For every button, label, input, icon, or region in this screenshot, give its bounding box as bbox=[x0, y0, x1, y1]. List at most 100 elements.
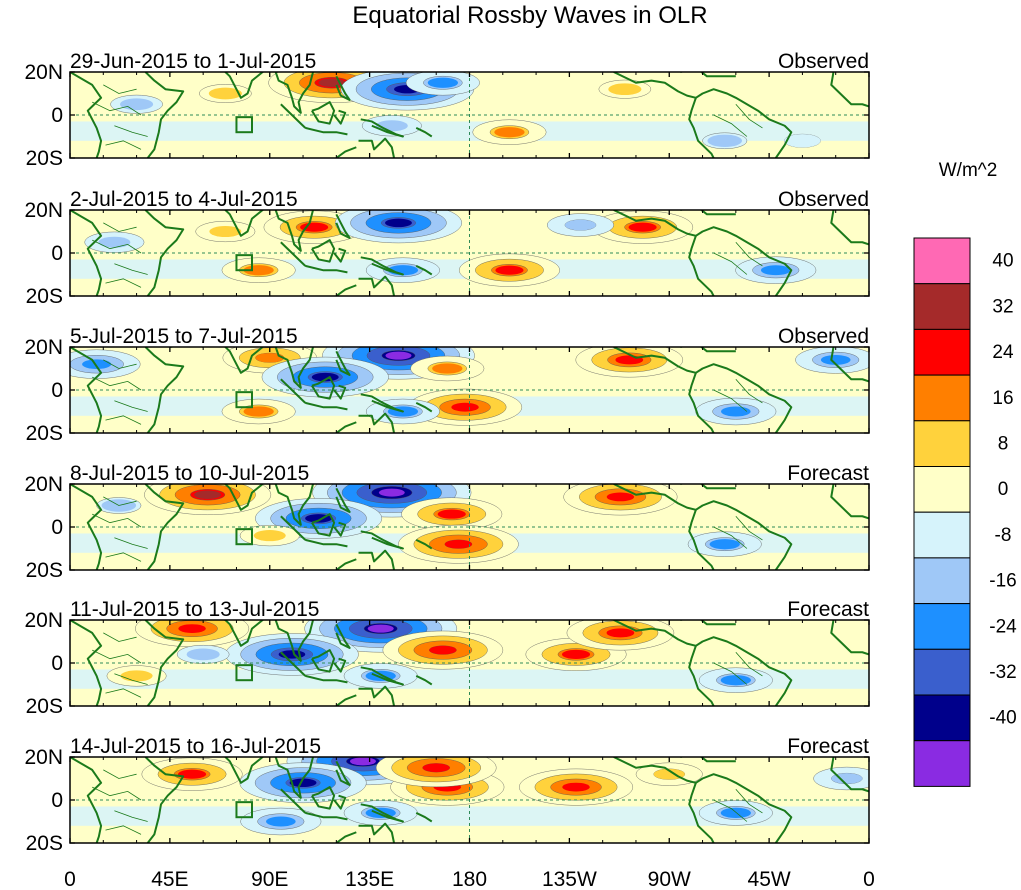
anomaly-contour bbox=[239, 762, 367, 804]
anomaly-contour bbox=[382, 630, 504, 670]
anomaly-contour bbox=[698, 667, 773, 693]
map-panel: 20N 0 20S 29-Jun-2015 to 1-Jul-2015 Observed bbox=[24, 50, 870, 170]
panel-status: Observed bbox=[778, 188, 869, 211]
colorbar-swatch bbox=[913, 466, 971, 513]
coastlines bbox=[70, 620, 869, 706]
anomaly-contour bbox=[239, 525, 300, 547]
x-tick-label: 90E bbox=[251, 868, 288, 890]
y-tick-label: 20N bbox=[24, 746, 63, 769]
y-tick-label: 20N bbox=[24, 609, 63, 632]
panel-period: 11-Jul-2015 to 13-Jul-2015 bbox=[70, 598, 319, 621]
panel-status: Forecast bbox=[787, 598, 869, 621]
anomaly-contour bbox=[261, 356, 389, 398]
colorbar-swatch bbox=[913, 511, 971, 559]
panel-status: Observed bbox=[778, 50, 869, 73]
y-tick-label: 20N bbox=[24, 336, 63, 359]
y-tick-label: 20N bbox=[24, 473, 63, 496]
region-box bbox=[235, 801, 253, 819]
colorbar-tick-label: -40 bbox=[989, 708, 1016, 729]
panel-status: Forecast bbox=[787, 735, 869, 758]
weak-negative-band bbox=[70, 121, 869, 141]
anomaly-contour bbox=[546, 213, 614, 237]
anomaly-contour bbox=[695, 397, 777, 426]
anomaly-contour bbox=[519, 768, 634, 806]
colorbar-tick-label: 40 bbox=[992, 251, 1013, 272]
anomaly-field bbox=[70, 72, 869, 149]
panel-period: 8-Jul-2015 to 10-Jul-2015 bbox=[70, 462, 309, 485]
anomaly-contour bbox=[408, 388, 523, 426]
x-tick-label: 0 bbox=[863, 868, 875, 890]
anomaly-contour bbox=[398, 524, 519, 564]
anomaly-field bbox=[70, 757, 869, 836]
coastlines bbox=[70, 347, 869, 433]
map-panel: 20N 0 20S 5-Jul-2015 to 7-Jul-2015 Observed bbox=[24, 325, 870, 445]
region-box bbox=[235, 391, 253, 409]
region-box bbox=[235, 664, 253, 682]
region-box bbox=[235, 254, 253, 272]
anomaly-contour bbox=[410, 355, 485, 382]
y-tick-label: 0 bbox=[51, 652, 63, 675]
colorbar-tick-label: 16 bbox=[992, 388, 1013, 409]
anomaly-contour bbox=[575, 347, 684, 378]
panels: 20N 0 20S 29-Jun-2015 to 1-Jul-2015 Observed… bbox=[24, 50, 870, 855]
anomaly-contour bbox=[459, 253, 560, 287]
anomaly-contour bbox=[813, 766, 869, 791]
panel-period: 14-Jul-2015 to 16-Jul-2015 bbox=[70, 735, 321, 758]
colorbar-tick-label: -8 bbox=[995, 525, 1012, 546]
anomaly-contour bbox=[70, 349, 141, 379]
coastlines bbox=[70, 757, 869, 843]
colorbar-swatch bbox=[913, 603, 971, 650]
colorbar-tick-label: -32 bbox=[989, 662, 1016, 683]
y-tick-label: 0 bbox=[51, 379, 63, 402]
anomaly-contour bbox=[361, 115, 422, 137]
x-axis: 0 45E 90E 135E 180 135W 90W 45W 0 bbox=[64, 868, 875, 890]
anomaly-contour bbox=[240, 807, 322, 836]
y-tick-label: 20S bbox=[26, 285, 63, 308]
colorbar-swatch bbox=[913, 557, 971, 605]
coastlines bbox=[70, 72, 869, 158]
y-tick-label: 20S bbox=[26, 832, 63, 855]
anomaly-contour bbox=[195, 220, 256, 243]
anomaly-contour bbox=[335, 210, 462, 244]
y-tick-label: 20S bbox=[26, 695, 63, 718]
anomaly-contour bbox=[472, 119, 547, 145]
colorbar-swatch bbox=[913, 237, 971, 285]
coastlines bbox=[70, 210, 869, 296]
anomaly-contour bbox=[221, 257, 296, 283]
y-tick-label: 20S bbox=[26, 422, 63, 445]
anomaly-contour bbox=[199, 84, 252, 103]
anomaly-contour bbox=[702, 132, 748, 149]
x-tick-label: 0 bbox=[64, 868, 76, 890]
panel-period: 5-Jul-2015 to 7-Jul-2015 bbox=[70, 325, 298, 348]
map-panel: 20N 0 20S 14-Jul-2015 to 16-Jul-2015 Forecas… bbox=[24, 735, 870, 855]
y-tick-label: 0 bbox=[51, 104, 63, 127]
colorbar-swatch bbox=[913, 374, 971, 422]
anomaly-contour bbox=[221, 398, 296, 425]
anomaly-contour bbox=[405, 72, 480, 96]
anomaly-field bbox=[70, 210, 869, 287]
y-tick-label: 0 bbox=[51, 516, 63, 539]
region-box bbox=[235, 116, 253, 134]
anomaly-contour bbox=[343, 663, 418, 689]
anomaly-contour bbox=[375, 757, 497, 788]
x-tick-label: 90W bbox=[648, 868, 691, 890]
anomaly-contour bbox=[176, 645, 230, 664]
y-tick-label: 20N bbox=[24, 199, 63, 222]
colorbar-tick-label: 32 bbox=[992, 296, 1013, 317]
x-tick-label: 135W bbox=[542, 868, 597, 890]
anomaly-contour bbox=[784, 133, 821, 148]
colorbar-tick-label: 0 bbox=[998, 479, 1009, 500]
region-box bbox=[235, 528, 253, 546]
anomaly-contour bbox=[698, 800, 773, 826]
anomaly-contour bbox=[141, 757, 243, 791]
anomaly-contour bbox=[401, 497, 503, 531]
anomaly-contour bbox=[563, 484, 678, 516]
anomaly-contour bbox=[598, 79, 652, 99]
anomaly-contour bbox=[110, 94, 163, 114]
coastlines bbox=[70, 484, 869, 570]
map-panel: 20N 0 20S 8-Jul-2015 to 10-Jul-2015 Forecast bbox=[24, 462, 870, 582]
y-tick-label: 20S bbox=[26, 559, 63, 582]
colorbar: W/m^2 40 32 24 16 8 0 -8 -16 -24 -32 -40 bbox=[913, 160, 1017, 787]
panel-status: Forecast bbox=[787, 462, 869, 485]
colorbar-tick-label: -16 bbox=[989, 571, 1016, 592]
